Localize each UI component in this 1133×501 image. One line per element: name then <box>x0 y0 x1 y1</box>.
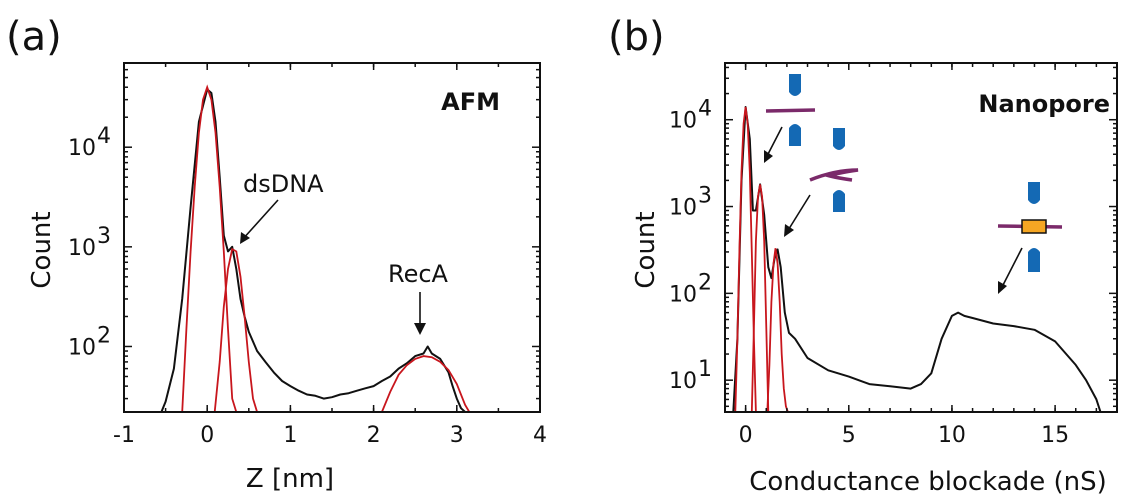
panel-a-method-label: AFM <box>441 88 500 116</box>
fit-curve-b-1 <box>734 106 757 412</box>
panel-b-ylabel: Count <box>631 211 661 288</box>
panel-b-arrows <box>764 126 1023 294</box>
pore-schematic-2 <box>809 128 859 212</box>
panel-b: (b) Nanopore Conductance blockade <box>608 14 1118 497</box>
y-tick-label-b: 10 <box>669 196 697 221</box>
panel-b-label: (b) <box>608 14 665 60</box>
y-tick-exponent-b: 1 <box>698 357 712 382</box>
x-tick-label-b: 10 <box>938 423 966 448</box>
y-tick-exponent-a: 2 <box>97 323 111 348</box>
plot-frame-b <box>724 62 1118 413</box>
x-tick-label-b: 5 <box>842 423 856 448</box>
y-tick-exponent-a: 4 <box>97 124 111 149</box>
fit-curve-a-3 <box>381 355 471 412</box>
x-tick-label-b: 15 <box>1041 423 1069 448</box>
arrow-dsdna <box>241 199 279 241</box>
series-group-b <box>732 106 1102 412</box>
data-trace-a-0 <box>160 88 466 412</box>
x-tick-label-a: 0 <box>200 423 214 448</box>
y-tick-label-a: 10 <box>68 335 96 360</box>
y-tick-exponent-b: 2 <box>698 270 712 295</box>
y-tick-label-a: 10 <box>68 236 96 261</box>
pore-schematic-3 <box>997 182 1063 272</box>
panel-a: (a) AFM dsDNA RecA Z [nm] Count -1 0 1 2 3 41… <box>6 14 547 494</box>
panel-a-ylabel: Count <box>27 211 57 288</box>
fit-curve-a-1 <box>181 84 238 412</box>
x-tick-label-a: -1 <box>113 423 135 448</box>
arrowhead-reca <box>414 323 426 335</box>
panel-a-annotations: dsDNA RecA <box>240 170 449 335</box>
panel-b-xlabel: Conductance blockade (nS) <box>749 467 1106 497</box>
y-tick-exponent-b: 3 <box>698 184 712 209</box>
x-tick-label-b: 0 <box>739 423 753 448</box>
pore-schematic-1 <box>765 74 816 146</box>
y-tick-label-a: 10 <box>68 136 96 161</box>
series-group-a <box>160 84 471 412</box>
panel-b-method-label: Nanopore <box>978 90 1110 118</box>
arrowhead-dsdna <box>240 232 250 244</box>
x-tick-label-a: 3 <box>450 423 464 448</box>
y-tick-label-b: 10 <box>669 109 697 134</box>
y-tick-label-b: 10 <box>669 369 697 394</box>
annotation-reca: RecA <box>388 260 449 288</box>
x-tick-label-a: 2 <box>367 423 381 448</box>
fit-curve-a-2 <box>213 247 258 412</box>
panel-a-label: (a) <box>6 14 62 60</box>
y-tick-exponent-a: 3 <box>97 224 111 249</box>
x-tick-label-a: 4 <box>533 423 547 448</box>
x-tick-label-a: 1 <box>283 423 297 448</box>
y-tick-label-b: 10 <box>669 282 697 307</box>
y-tick-exponent-b: 4 <box>698 97 712 122</box>
fit-curve-b-3 <box>766 248 789 412</box>
annotation-dsdna: dsDNA <box>243 170 324 198</box>
fit-curve-b-2 <box>750 184 771 412</box>
data-trace-b-0 <box>732 106 1102 412</box>
panel-a-xlabel: Z [nm] <box>246 464 334 494</box>
